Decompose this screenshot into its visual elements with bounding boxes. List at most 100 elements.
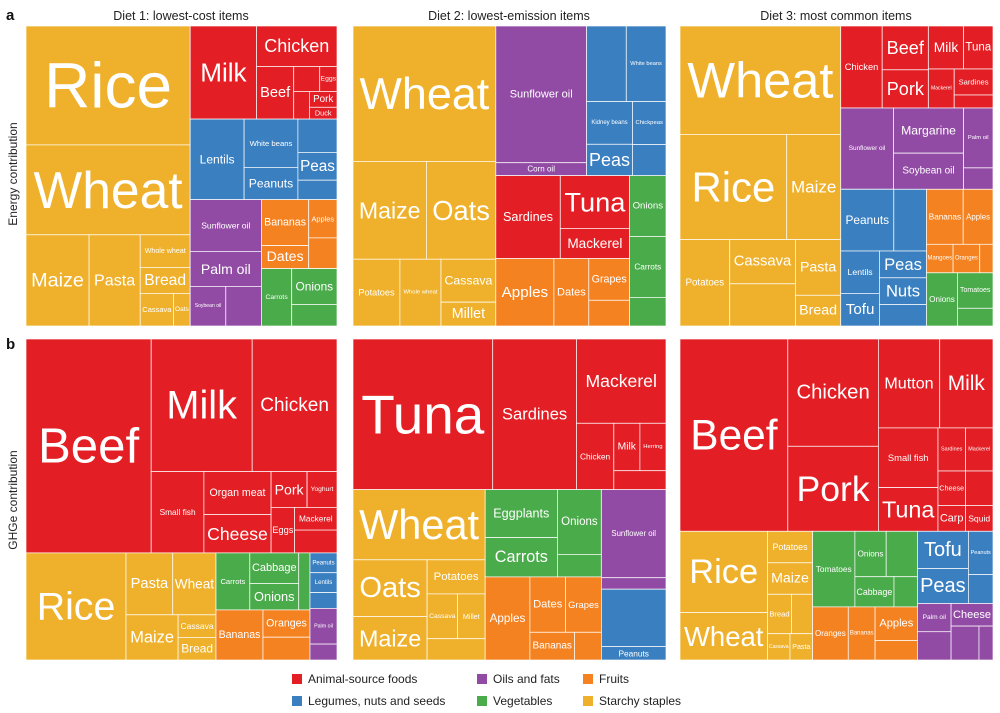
tile-other	[953, 94, 994, 109]
tile-label-peanuts: Peanuts	[845, 213, 889, 227]
tile-label-mackerel: Mackerel	[299, 514, 333, 524]
legend-swatch-starch	[583, 696, 593, 706]
tile-milk	[928, 25, 965, 70]
tile-white-beans	[893, 188, 927, 252]
tile-label-lentils: Lentils	[848, 267, 874, 277]
tile-apples	[962, 188, 994, 245]
tile-label-milk: Milk	[948, 372, 986, 395]
tile-pasta	[125, 552, 174, 616]
tile-label-cassava: Cassava	[769, 644, 789, 650]
tile-wheat	[352, 25, 497, 162]
tile-tuna	[963, 25, 994, 70]
tile-other	[293, 66, 321, 93]
tile-label-bread: Bread	[181, 642, 213, 656]
legend-swatch-animal	[292, 674, 302, 684]
treemap-panel-1: Rice Wheat Maize Pasta Whole wheat Bread Cassa…	[25, 25, 338, 327]
tile-label-cassava: Cassava	[142, 305, 172, 314]
tile-label-cassava: Cassava	[444, 274, 492, 288]
treemap-panel-6: Beef Chicken Pork Mutton Milk Small fish Tuna S…	[679, 338, 994, 661]
tile-label-milk: Milk	[166, 383, 237, 427]
tile-label-chicken: Chicken	[796, 382, 869, 404]
column-title-diet-1: Diet 1: lowest-cost items	[113, 9, 248, 23]
tile-label-beef: Beef	[260, 85, 291, 101]
tile-other	[968, 574, 994, 604]
tile-bread	[795, 294, 842, 327]
tile-other	[308, 237, 338, 269]
tile-label-maize: Maize	[130, 628, 174, 646]
tile-label-grapes: Grapes	[592, 274, 627, 286]
tile-wheat	[25, 144, 191, 236]
tile-label-carrots: Carrots	[220, 577, 245, 586]
tile-onions	[854, 530, 887, 578]
tile-label-beef: Beef	[38, 418, 140, 473]
tile-oats	[352, 559, 428, 617]
tile-label-rice: Rice	[37, 584, 116, 628]
tile-palm-oil	[309, 608, 338, 645]
tile-maize	[352, 160, 427, 260]
tile-label-mackerel: Mackerel	[968, 447, 990, 453]
tile-label-chicken: Chicken	[260, 395, 329, 416]
tile-label-oats: Oats	[432, 195, 490, 226]
tile-other	[309, 592, 338, 609]
tile-label-pork: Pork	[275, 482, 305, 498]
tile-tofu	[917, 530, 969, 569]
treemap-panel-2: Wheat Maize Oats Potatoes Whole wheat Cassava…	[352, 25, 667, 327]
tile-label-chicken: Chicken	[845, 62, 879, 72]
tile-other	[978, 625, 994, 661]
tile-chicken	[840, 25, 883, 109]
tile-oats	[425, 160, 497, 260]
tile-label-tuna: Tuna	[965, 42, 991, 54]
tile-label-carrots: Carrots	[265, 294, 288, 301]
tile-label-cassava: Cassava	[734, 254, 792, 270]
tile-maize	[352, 616, 428, 661]
tile-label-wheat: Wheat	[684, 621, 764, 652]
tile-other	[291, 304, 338, 327]
tile-maize	[25, 234, 90, 327]
tile-label-wheat: Wheat	[34, 161, 183, 219]
tile-mackerel	[928, 68, 955, 109]
tile-label-maize: Maize	[791, 178, 836, 197]
tile-cabbage	[249, 552, 300, 585]
tile-label-cassava: Cassava	[181, 621, 214, 631]
tile-label-tofu: Tofu	[846, 301, 875, 318]
tile-label-maize: Maize	[359, 625, 421, 651]
tile-label-beef: Beef	[690, 412, 777, 459]
legend-label-starch: Starchy staples	[599, 694, 682, 708]
tile-label-lentils: Lentils	[315, 579, 333, 586]
tile-mutton	[878, 338, 941, 429]
tile-tuna	[559, 175, 630, 229]
tile-label-pasta: Pasta	[131, 576, 169, 592]
tile-spotted-beans	[586, 25, 627, 102]
tile-other	[613, 470, 667, 491]
tile-label-herring: Herring	[643, 444, 662, 450]
tile-label-peanuts: Peanuts	[249, 177, 293, 191]
tile-rice	[25, 25, 191, 146]
tile-label-sunflower-oil: Sunflower oil	[510, 88, 573, 100]
tile-other	[601, 588, 667, 648]
tile-label-lentils: Lentils	[200, 152, 235, 166]
tile-label-bananas: Bananas	[219, 629, 261, 641]
tile-cheese	[293, 91, 310, 120]
tile-palm-oil	[963, 107, 994, 169]
tile-label-dates: Dates	[267, 249, 304, 265]
tile-label-small-fish: Small fish	[160, 507, 196, 517]
tile-tofu	[840, 292, 880, 327]
tile-label-dates: Dates	[557, 286, 586, 298]
tile-other	[729, 283, 796, 327]
legend-swatch-veg	[477, 696, 487, 706]
tile-label-maize: Maize	[31, 269, 84, 291]
tile-label-peas: Peas	[300, 158, 335, 175]
tile-label-pork: Pork	[797, 469, 870, 509]
tile-label-bananas: Bananas	[264, 217, 306, 229]
tile-wheat	[679, 612, 768, 661]
tile-label-margarine: Margarine	[901, 124, 956, 138]
tile-eggplants	[484, 489, 558, 538]
tile-beef	[679, 338, 789, 532]
tile-other	[879, 304, 927, 327]
tile-pasta	[88, 234, 141, 327]
tile-potatoes	[767, 530, 813, 564]
legend-label-veg: Vegetables	[493, 694, 553, 708]
tile-label-millet: Millet	[463, 612, 480, 621]
tile-sardines	[953, 68, 994, 96]
panel-label-b: b	[6, 336, 15, 353]
